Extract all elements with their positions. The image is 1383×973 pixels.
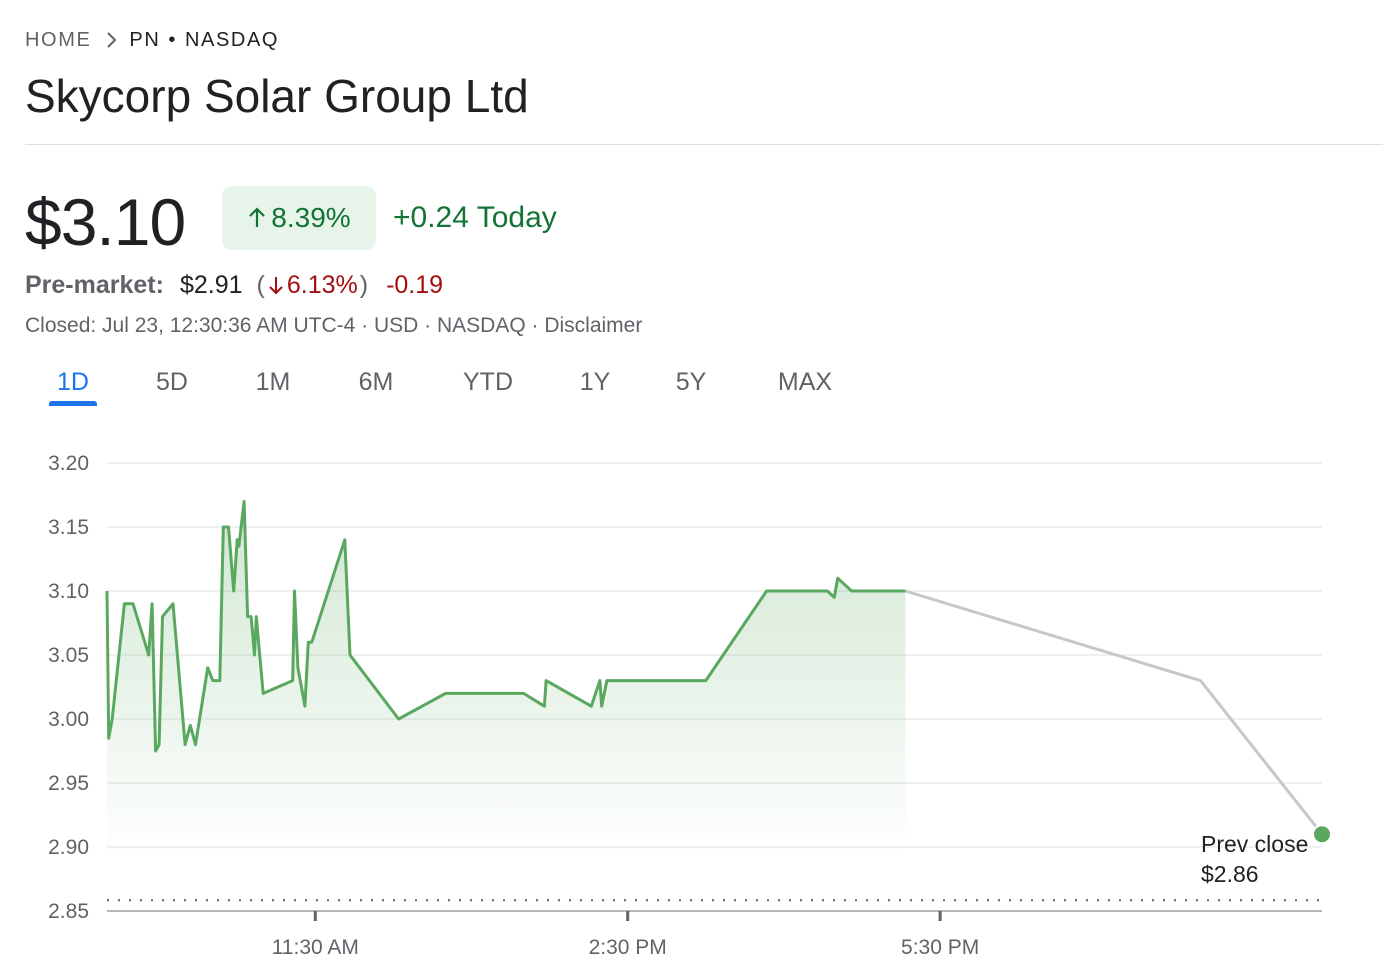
page-title: Skycorp Solar Group Ltd	[25, 70, 529, 122]
y-tick-label: 3.15	[48, 516, 89, 539]
breadcrumb-home-link[interactable]: HOME	[25, 28, 92, 51]
breadcrumb-ticker: PN	[129, 28, 161, 51]
y-tick-label: 2.90	[48, 836, 89, 859]
x-tick-label: 2:30 PM	[589, 936, 667, 959]
active-tab-indicator	[49, 401, 97, 406]
tab-6m[interactable]: 6M	[358, 368, 394, 396]
tab-max[interactable]: MAX	[777, 368, 833, 396]
latest-price-dot	[1312, 824, 1332, 845]
y-axis-labels: 3.20 3.15 3.10 3.05 3.00 2.95 2.90 2.85	[48, 452, 89, 923]
x-axis: 11:30 AM 2:30 PM 5:30 PM	[107, 910, 1322, 959]
x-tick-label: 11:30 AM	[272, 936, 359, 959]
tab-5y[interactable]: 5Y	[675, 368, 707, 396]
tab-5d[interactable]: 5D	[156, 368, 188, 396]
prev-close-label: Prev close	[1201, 831, 1308, 857]
y-tick-label: 3.20	[48, 452, 89, 475]
chevron-right-icon	[105, 30, 119, 50]
y-tick-label: 3.10	[48, 580, 89, 603]
arrow-down-icon	[267, 274, 285, 296]
prev-close-value: $2.86	[1201, 861, 1259, 887]
y-tick-label: 3.00	[48, 708, 89, 731]
x-tick-label: 5:30 PM	[901, 936, 979, 959]
premarket-paren-open: (	[256, 270, 265, 299]
premarket-change-percent-group: 6.13%	[265, 271, 358, 300]
y-tick-label: 3.05	[48, 644, 89, 667]
status-line: Closed: Jul 23, 12:30:36 AM UTC-4 · USD …	[25, 314, 643, 337]
change-percent: 8.39%	[271, 202, 351, 233]
breadcrumb-separator: •	[168, 28, 177, 51]
divider	[25, 144, 1383, 145]
premarket-change: -0.19	[386, 270, 444, 299]
current-price: $3.10	[25, 185, 186, 259]
after-hours-line	[904, 589, 1324, 836]
tab-1y[interactable]: 1Y	[579, 368, 611, 396]
arrow-up-icon	[247, 206, 267, 230]
premarket-row: Pre-market: $2.91 ( 6.13% ) -0.19	[25, 268, 443, 302]
range-tabs: 1D 5D 1M 6M YTD 1Y 5Y MAX	[0, 362, 900, 410]
breadcrumb-exchange: NASDAQ	[185, 28, 280, 51]
tab-1d[interactable]: 1D	[57, 368, 89, 396]
price-chart[interactable]: 3.20 3.15 3.10 3.05 3.00 2.95 2.90 2.85 11:30 A…	[0, 430, 1383, 973]
premarket-label: Pre-market:	[25, 270, 164, 299]
y-tick-label: 2.95	[48, 772, 89, 795]
change-percent-badge: 8.39%	[222, 186, 376, 250]
premarket-paren-close: )	[359, 270, 369, 299]
price-line	[105, 499, 906, 753]
breadcrumb: HOME PN • NASDAQ	[25, 28, 279, 52]
change-today: +0.24 Today	[393, 201, 557, 234]
premarket-price: $2.91	[179, 270, 243, 299]
tab-ytd[interactable]: YTD	[463, 368, 513, 396]
price-area-fill	[107, 501, 906, 860]
premarket-change-percent: 6.13%	[286, 270, 358, 299]
y-tick-label: 2.85	[48, 900, 89, 923]
tab-1m[interactable]: 1M	[255, 368, 291, 396]
